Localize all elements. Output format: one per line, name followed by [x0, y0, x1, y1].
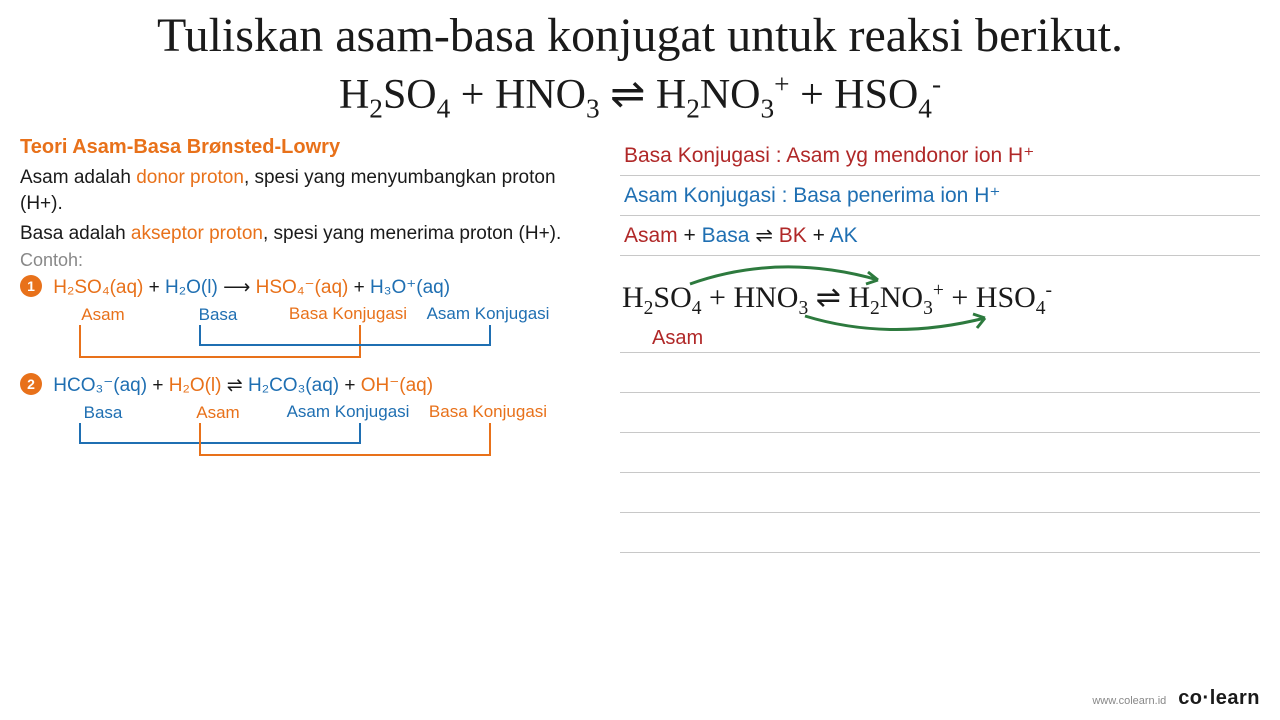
main-equation: H2SO4 + HNO3 ⇌ H2NO3+ + HSO4-: [20, 69, 1260, 124]
worked-equation: H2SO4 + HNO3 ⇌ H2NO3+ + HSO4- Asam: [620, 256, 1260, 353]
blank-line-4: [620, 473, 1260, 513]
right-column: Basa Konjugasi : Asam yg mendonor ion H⁺…: [620, 136, 1260, 553]
example-1-equation: 1 H₂SO₄(aq) + H₂O(l) ⟶ HSO₄⁻(aq) + H₃O⁺(…: [20, 275, 590, 299]
arrow-bottom-icon: [795, 312, 995, 338]
asam-annotation: Asam: [652, 327, 703, 350]
theory-title: Teori Asam-Basa Brønsted-Lowry: [20, 136, 590, 159]
blank-line-2: [620, 393, 1260, 433]
badge-2: 2: [20, 373, 42, 395]
contoh-label: Contoh:: [20, 250, 590, 271]
basa-konjugasi-def: Basa Konjugasi : Asam yg mendonor ion H⁺: [620, 136, 1260, 176]
asam-konjugasi-def: Asam Konjugasi : Basa penerima ion H⁺: [620, 176, 1260, 216]
example-1-brackets: [20, 325, 560, 373]
theory-asam: Asam adalah donor proton, spesi yang men…: [20, 165, 590, 216]
arrow-top-icon: [680, 260, 890, 288]
watermark: www.colearn.id co·learn: [1092, 687, 1260, 710]
blank-line-1: [620, 353, 1260, 393]
example-2-brackets: [20, 423, 560, 471]
example-2-equation: 2 HCO₃⁻(aq) + H₂O(l) ⇌ H₂CO₃(aq) + OH⁻(a…: [20, 373, 590, 397]
page-title: Tuliskan asam-basa konjugat untuk reaksi…: [20, 8, 1260, 63]
badge-1: 1: [20, 275, 42, 297]
blank-line-5: [620, 513, 1260, 553]
schema-line: Asam + Basa ⇌ BK + AK: [620, 216, 1260, 256]
theory-basa: Basa adalah akseptor proton, spesi yang …: [20, 221, 590, 247]
left-column: Teori Asam-Basa Brønsted-Lowry Asam adal…: [20, 136, 590, 553]
example-2-labels: Basa Asam Asam Konjugasi Basa Konjugasi: [20, 403, 590, 423]
blank-line-3: [620, 433, 1260, 473]
example-1-labels: Asam Basa Basa Konjugasi Asam Konjugasi: [20, 305, 590, 325]
